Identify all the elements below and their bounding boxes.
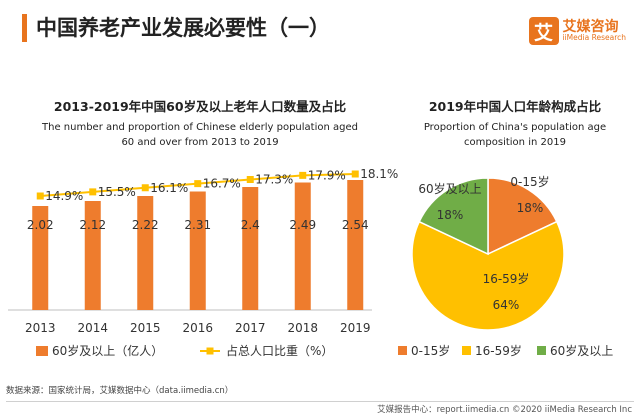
ratio-marker-2017 bbox=[246, 176, 254, 183]
pie-label-name-2: 60岁及以上 bbox=[418, 181, 481, 196]
ratio-marker-2014 bbox=[89, 188, 97, 196]
logo-en-text: iiMedia Research bbox=[562, 33, 626, 43]
bar-label-2014: 2.12 bbox=[79, 218, 106, 232]
ratio-label-2017: 17.3% bbox=[255, 173, 293, 187]
pie-legend-swatch-1 bbox=[462, 346, 471, 355]
right-chart-subtitle: Proportion of China's population age com… bbox=[400, 120, 630, 150]
pie-slice-0 bbox=[487, 177, 558, 256]
bar-label-2013: 2.02 bbox=[27, 218, 54, 232]
bar-2013 bbox=[32, 206, 49, 310]
ratio-marker-2013 bbox=[36, 192, 44, 200]
left-chart-subtitle: The number and proportion of Chinese eld… bbox=[10, 120, 390, 150]
x-tick-2018: 2018 bbox=[287, 321, 318, 335]
x-tick-2017: 2017 bbox=[235, 321, 266, 335]
footer-divider bbox=[6, 401, 634, 402]
x-tick-2015: 2015 bbox=[130, 321, 161, 335]
bar-label-2015: 2.22 bbox=[132, 218, 159, 232]
page-title: 中国养老产业发展必要性（一） bbox=[36, 16, 330, 40]
data-source: 数据来源：国家统计局，艾媒数据中心（data.iimedia.cn） bbox=[6, 386, 234, 396]
ratio-marker-2016 bbox=[194, 180, 202, 188]
x-tick-2014: 2014 bbox=[77, 321, 108, 335]
pie-slice-2 bbox=[418, 177, 489, 256]
ratio-marker-2018 bbox=[299, 171, 307, 179]
logo-cn-text: 艾媒咨询 bbox=[562, 18, 619, 35]
ratio-label-2015: 16.1% bbox=[150, 181, 188, 195]
x-tick-2016: 2016 bbox=[182, 321, 213, 335]
pie-legend-swatch-0 bbox=[398, 346, 407, 355]
ratio-label-2014: 15.5% bbox=[98, 185, 136, 199]
x-tick-2013: 2013 bbox=[25, 321, 56, 335]
pie-legend-swatch-2 bbox=[537, 346, 546, 355]
right-chart-title: 2019年中国人口年龄构成占比 bbox=[428, 99, 602, 114]
bar-2016 bbox=[189, 191, 206, 310]
legend-label-bar: 60岁及以上（亿人） bbox=[52, 343, 163, 358]
title-accent-bar bbox=[22, 14, 27, 42]
legend-label-line: 占总人口比重（%） bbox=[226, 343, 333, 358]
pie-label-pct-2: 18% bbox=[437, 208, 464, 222]
iimedia-logo: 艾 艾媒咨询 iiMedia Research bbox=[528, 16, 626, 46]
pie-legend-label-0: 0-15岁 bbox=[411, 343, 450, 358]
pie-slice-1 bbox=[411, 220, 565, 331]
pie-legend-label-2: 60岁及以上 bbox=[550, 343, 613, 358]
ratio-label-2018: 17.9% bbox=[308, 168, 346, 182]
bar-2015 bbox=[137, 196, 154, 310]
ratio-marker-2019 bbox=[351, 170, 359, 178]
bar-label-2016: 2.31 bbox=[184, 218, 211, 232]
left-chart-subtitle-line1: The number and proportion of Chinese eld… bbox=[42, 122, 358, 133]
logo-mark: 艾 bbox=[528, 17, 559, 45]
bar-label-2019: 2.54 bbox=[342, 218, 369, 232]
ratio-label-2019: 18.1% bbox=[360, 167, 398, 181]
ratio-marker-2015 bbox=[141, 184, 149, 192]
legend-swatch-bar bbox=[36, 346, 48, 356]
x-tick-2019: 2019 bbox=[340, 321, 371, 335]
bar-2017 bbox=[242, 187, 259, 310]
bar-label-2017: 2.4 bbox=[241, 218, 260, 232]
ratio-label-2013: 14.9% bbox=[45, 189, 83, 203]
legend-marker-line bbox=[206, 347, 214, 355]
pie-legend-label-1: 16-59岁 bbox=[475, 343, 522, 358]
pie-label-pct-1: 64% bbox=[493, 298, 520, 312]
bar-label-2018: 2.49 bbox=[289, 218, 316, 232]
right-chart-subtitle-line2: composition in 2019 bbox=[464, 137, 566, 148]
right-chart-subtitle-line1: Proportion of China's population age bbox=[423, 122, 607, 133]
pie-label-name-1: 16-59岁 bbox=[483, 271, 530, 286]
left-chart-subtitle-line2: 60 and over from 2013 to 2019 bbox=[121, 137, 279, 148]
bar-2019 bbox=[347, 180, 364, 310]
left-chart-title: 2013-2019年中国60岁及以上老年人口数量及占比 bbox=[53, 99, 347, 114]
ratio-label-2016: 16.7% bbox=[203, 177, 241, 191]
footer-copyright: 艾媒报告中心：report.iimedia.cn ©2020 iiMedia R… bbox=[377, 405, 632, 415]
pie-label-pct-0: 18% bbox=[517, 201, 544, 215]
bar-2018 bbox=[294, 182, 311, 310]
bar-2014 bbox=[84, 201, 101, 310]
pie-label-name-0: 0-15岁 bbox=[510, 174, 549, 189]
